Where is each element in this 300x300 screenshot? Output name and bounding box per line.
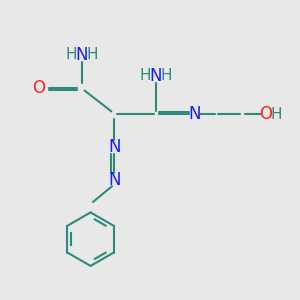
Text: N: N bbox=[108, 138, 121, 156]
Text: H: H bbox=[86, 47, 98, 62]
Text: N: N bbox=[75, 46, 88, 64]
Text: H: H bbox=[140, 68, 151, 83]
Text: H: H bbox=[271, 107, 282, 122]
Text: N: N bbox=[188, 105, 201, 123]
Text: H: H bbox=[65, 47, 77, 62]
Text: H: H bbox=[160, 68, 172, 83]
Text: N: N bbox=[108, 171, 121, 189]
Text: N: N bbox=[150, 67, 162, 85]
Text: O: O bbox=[32, 79, 45, 97]
Text: O: O bbox=[260, 105, 272, 123]
